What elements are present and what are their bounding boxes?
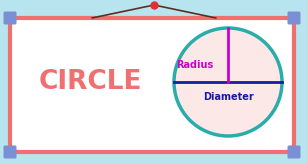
FancyBboxPatch shape [287, 145, 301, 158]
Text: Diameter: Diameter [203, 92, 253, 102]
Circle shape [174, 28, 282, 136]
Text: CIRCLE: CIRCLE [38, 69, 142, 95]
FancyBboxPatch shape [3, 11, 17, 24]
FancyBboxPatch shape [10, 18, 294, 152]
FancyBboxPatch shape [3, 145, 17, 158]
FancyBboxPatch shape [287, 11, 301, 24]
Text: Radius: Radius [176, 60, 213, 70]
